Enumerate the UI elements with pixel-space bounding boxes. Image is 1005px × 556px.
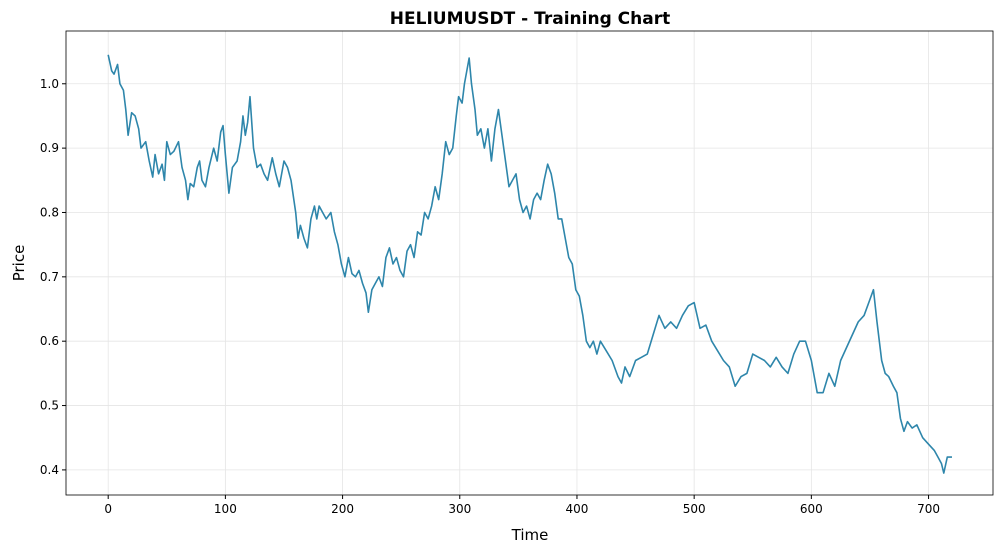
y-tick-label: 1.0 bbox=[40, 77, 59, 91]
y-tick-label: 0.6 bbox=[40, 334, 59, 348]
y-axis-label: Price bbox=[10, 245, 28, 282]
x-tick-label: 100 bbox=[214, 502, 237, 516]
x-tick-label: 600 bbox=[800, 502, 823, 516]
plot-frame bbox=[65, 30, 994, 496]
x-tick-label: 200 bbox=[331, 502, 354, 516]
y-tick-label: 0.7 bbox=[40, 270, 59, 284]
price-line bbox=[107, 54, 952, 474]
x-tick-label: 700 bbox=[917, 502, 940, 516]
y-tick-label: 0.8 bbox=[40, 205, 59, 219]
x-tick-label: 400 bbox=[566, 502, 589, 516]
x-tick-label: 500 bbox=[683, 502, 706, 516]
chart-title: HELIUMUSDT - Training Chart bbox=[390, 9, 670, 29]
x-tick-label: 0 bbox=[104, 502, 112, 516]
y-tick-label: 0.9 bbox=[40, 141, 59, 155]
x-tick-label: 300 bbox=[448, 502, 471, 516]
y-tick-label: 0.4 bbox=[40, 463, 59, 477]
y-tick-label: 0.5 bbox=[40, 399, 59, 413]
x-axis-label: Time bbox=[511, 526, 549, 544]
